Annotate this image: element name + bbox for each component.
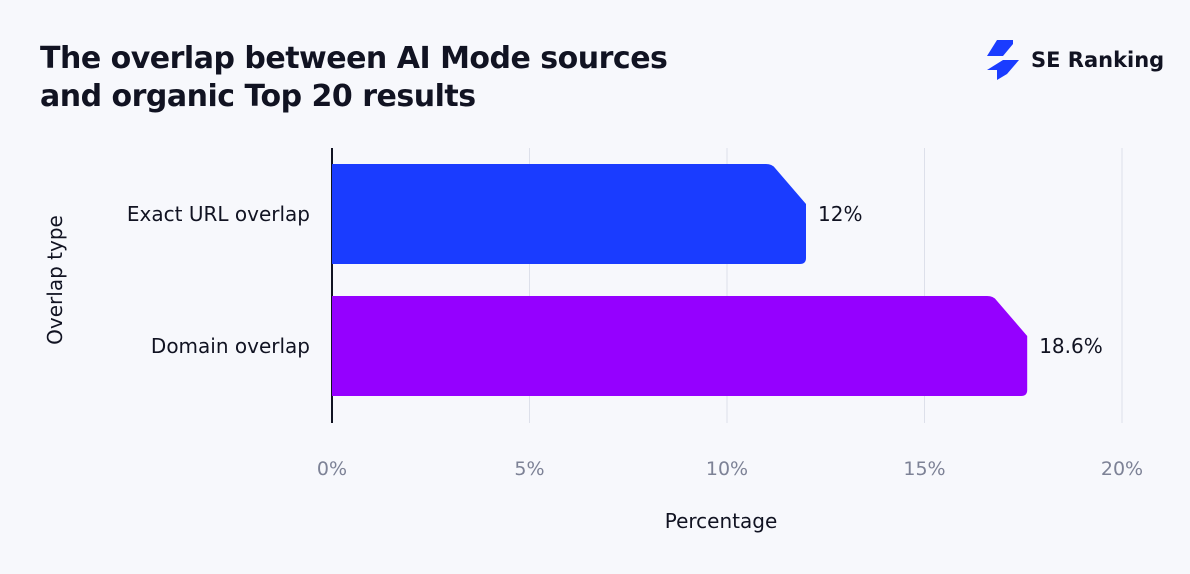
x-axis-title: Percentage [665,509,778,533]
x-tick-label: 5% [514,458,544,480]
chart-title: The overlap between AI Mode sources and … [40,40,668,116]
brand-name: SE Ranking [1031,48,1165,72]
y-axis-title: Overlap type [43,215,67,345]
data-label: 18.6% [1039,334,1103,358]
data-label: 12% [818,202,862,226]
category-label: Exact URL overlap [127,202,310,226]
x-tick-label: 15% [903,458,945,480]
se-ranking-logo-icon [987,40,1019,80]
title-line-1: The overlap between AI Mode sources [40,41,668,76]
category-label: Domain overlap [151,334,310,358]
x-tick-label: 0% [317,458,347,480]
bar [332,296,1028,396]
x-tick-label: 10% [706,458,748,480]
brand-logo: SE Ranking [985,40,1164,80]
bar [332,164,806,264]
title-line-2: and organic Top 20 results [40,79,476,114]
x-tick-label: 20% [1101,458,1143,480]
